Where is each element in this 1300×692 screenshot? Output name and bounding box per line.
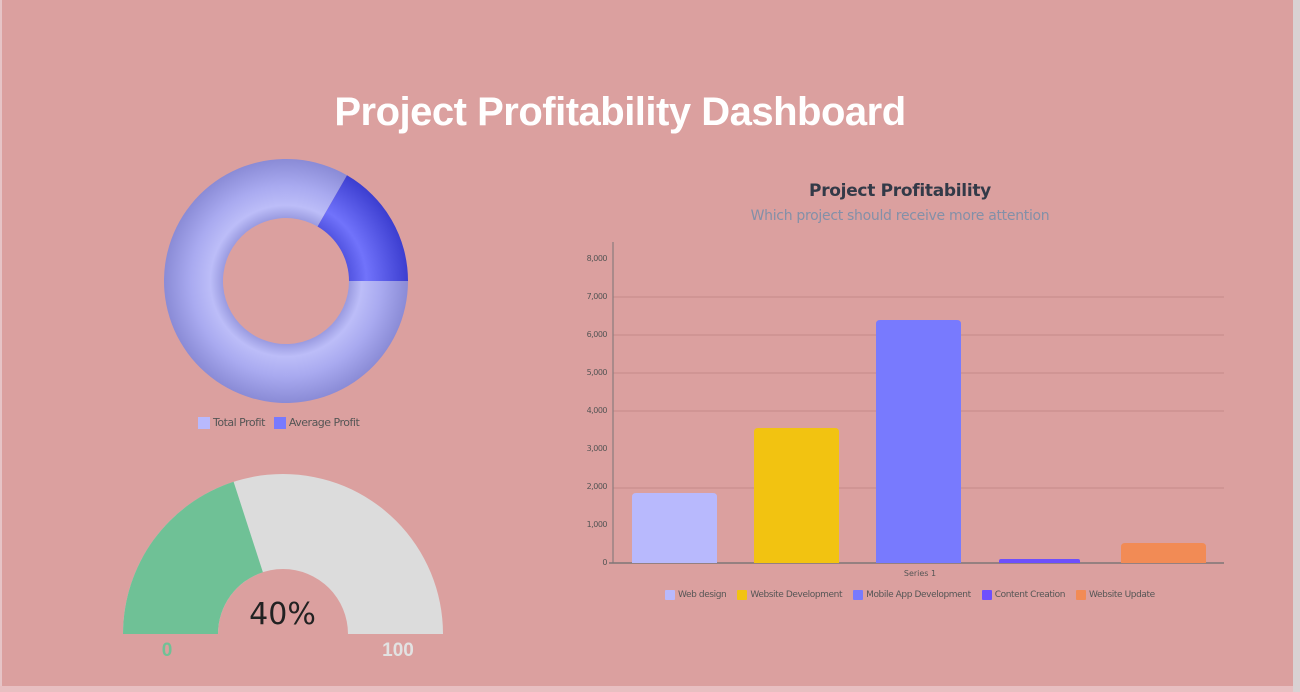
bar-mobile-app-development[interactable]	[876, 320, 961, 563]
page-title: Project Profitability Dashboard	[334, 90, 906, 134]
legend-item-web-design[interactable]: Web design	[665, 590, 727, 600]
donut-slice-average-profit[interactable]	[317, 175, 409, 281]
legend-label: Web design	[678, 590, 727, 600]
legend-swatch	[198, 416, 210, 429]
bar-web-design[interactable]	[632, 493, 717, 563]
legend-label: Website Development	[750, 590, 843, 600]
gauge-max-label: 100	[382, 640, 414, 661]
x-axis-label: Series 1	[903, 569, 937, 578]
y-tick: 5,000	[586, 368, 608, 377]
bar-chart-plot	[609, 242, 1224, 564]
legend-label: Total Profit	[213, 416, 265, 429]
legend-swatch	[665, 590, 675, 600]
legend-item-website-update[interactable]: Website Update	[1076, 590, 1155, 600]
y-tick: 2,000	[586, 482, 608, 491]
legend-label: Average Profit	[288, 416, 360, 429]
legend-swatch	[737, 590, 748, 600]
legend-item-average-profit[interactable]: Average Profit	[273, 416, 360, 429]
legend-label: Mobile App Development	[866, 590, 971, 600]
y-tick: 4,000	[586, 406, 608, 415]
gauge-value: 40%	[249, 597, 316, 632]
bar-chart-subtitle: Which project should receive more attent…	[750, 208, 1050, 224]
bar-chart-title: Project Profitability	[809, 181, 991, 201]
legend-swatch	[273, 416, 286, 429]
donut-chart	[164, 158, 409, 403]
scrollbar-track[interactable]	[1293, 0, 1300, 692]
y-tick: 1,000	[586, 520, 608, 529]
y-tick: 0	[602, 558, 607, 567]
legend-item-content-creation[interactable]: Content Creation	[981, 590, 1066, 600]
legend-label: Website Update	[1089, 590, 1155, 600]
legend-item-total-profit[interactable]: Total Profit	[198, 416, 265, 429]
legend-item-mobile-app-development[interactable]: Mobile App Development	[853, 590, 971, 600]
legend-item-website-development[interactable]: Website Development	[737, 590, 842, 600]
gauge-min-label: 0	[161, 640, 173, 661]
bar-website-update[interactable]	[1121, 543, 1206, 563]
y-tick: 7,000	[586, 292, 608, 301]
legend-swatch	[853, 590, 864, 600]
gauge-fill	[123, 481, 263, 634]
legend-label: Content Creation	[994, 590, 1066, 600]
bottom-edge	[0, 686, 1293, 692]
bar-legend: Web design Website Development Mobile Ap…	[665, 590, 1166, 600]
donut-legend: Total Profit Average Profit	[198, 416, 368, 429]
legend-swatch	[981, 590, 992, 600]
legend-swatch	[1076, 590, 1087, 600]
bar-website-development[interactable]	[754, 428, 839, 563]
y-tick: 6,000	[586, 330, 608, 339]
y-tick: 3,000	[586, 444, 608, 453]
gauge-chart	[123, 474, 443, 634]
y-tick: 8,000	[586, 254, 608, 263]
donut-slice-total-profit[interactable]	[164, 158, 408, 403]
bar-content-creation[interactable]	[999, 559, 1080, 563]
